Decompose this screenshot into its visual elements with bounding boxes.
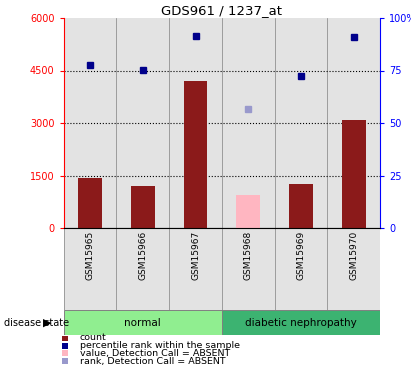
Bar [289,184,313,228]
Text: percentile rank within the sample: percentile rank within the sample [80,341,240,350]
Bar [64,310,222,335]
Bar [222,310,380,335]
Bar [116,228,169,310]
Bar [78,178,102,228]
Bar [116,18,169,228]
Text: GSM15970: GSM15970 [349,231,358,280]
Text: value, Detection Call = ABSENT: value, Detection Call = ABSENT [80,349,230,358]
Bar [131,186,155,228]
Bar [222,228,275,310]
Bar [328,228,380,310]
Title: GDS961 / 1237_at: GDS961 / 1237_at [162,4,282,17]
Text: count: count [80,333,106,342]
Bar [342,120,366,228]
Text: disease state: disease state [4,318,69,327]
Text: diabetic nephropathy: diabetic nephropathy [245,318,357,327]
Text: GSM15966: GSM15966 [139,231,147,280]
Text: rank, Detection Call = ABSENT: rank, Detection Call = ABSENT [80,357,226,366]
Bar [64,18,116,228]
Bar [169,18,222,228]
Bar [64,228,116,310]
Text: ▶: ▶ [43,318,52,327]
Text: GSM15967: GSM15967 [191,231,200,280]
Bar [222,18,275,228]
Bar [236,195,260,228]
Bar [328,18,380,228]
Bar [184,81,208,228]
Bar [275,228,328,310]
Bar [169,228,222,310]
Text: GSM15969: GSM15969 [297,231,305,280]
Bar [275,18,328,228]
Text: GSM15968: GSM15968 [244,231,253,280]
Text: GSM15965: GSM15965 [85,231,95,280]
Text: normal: normal [125,318,161,327]
